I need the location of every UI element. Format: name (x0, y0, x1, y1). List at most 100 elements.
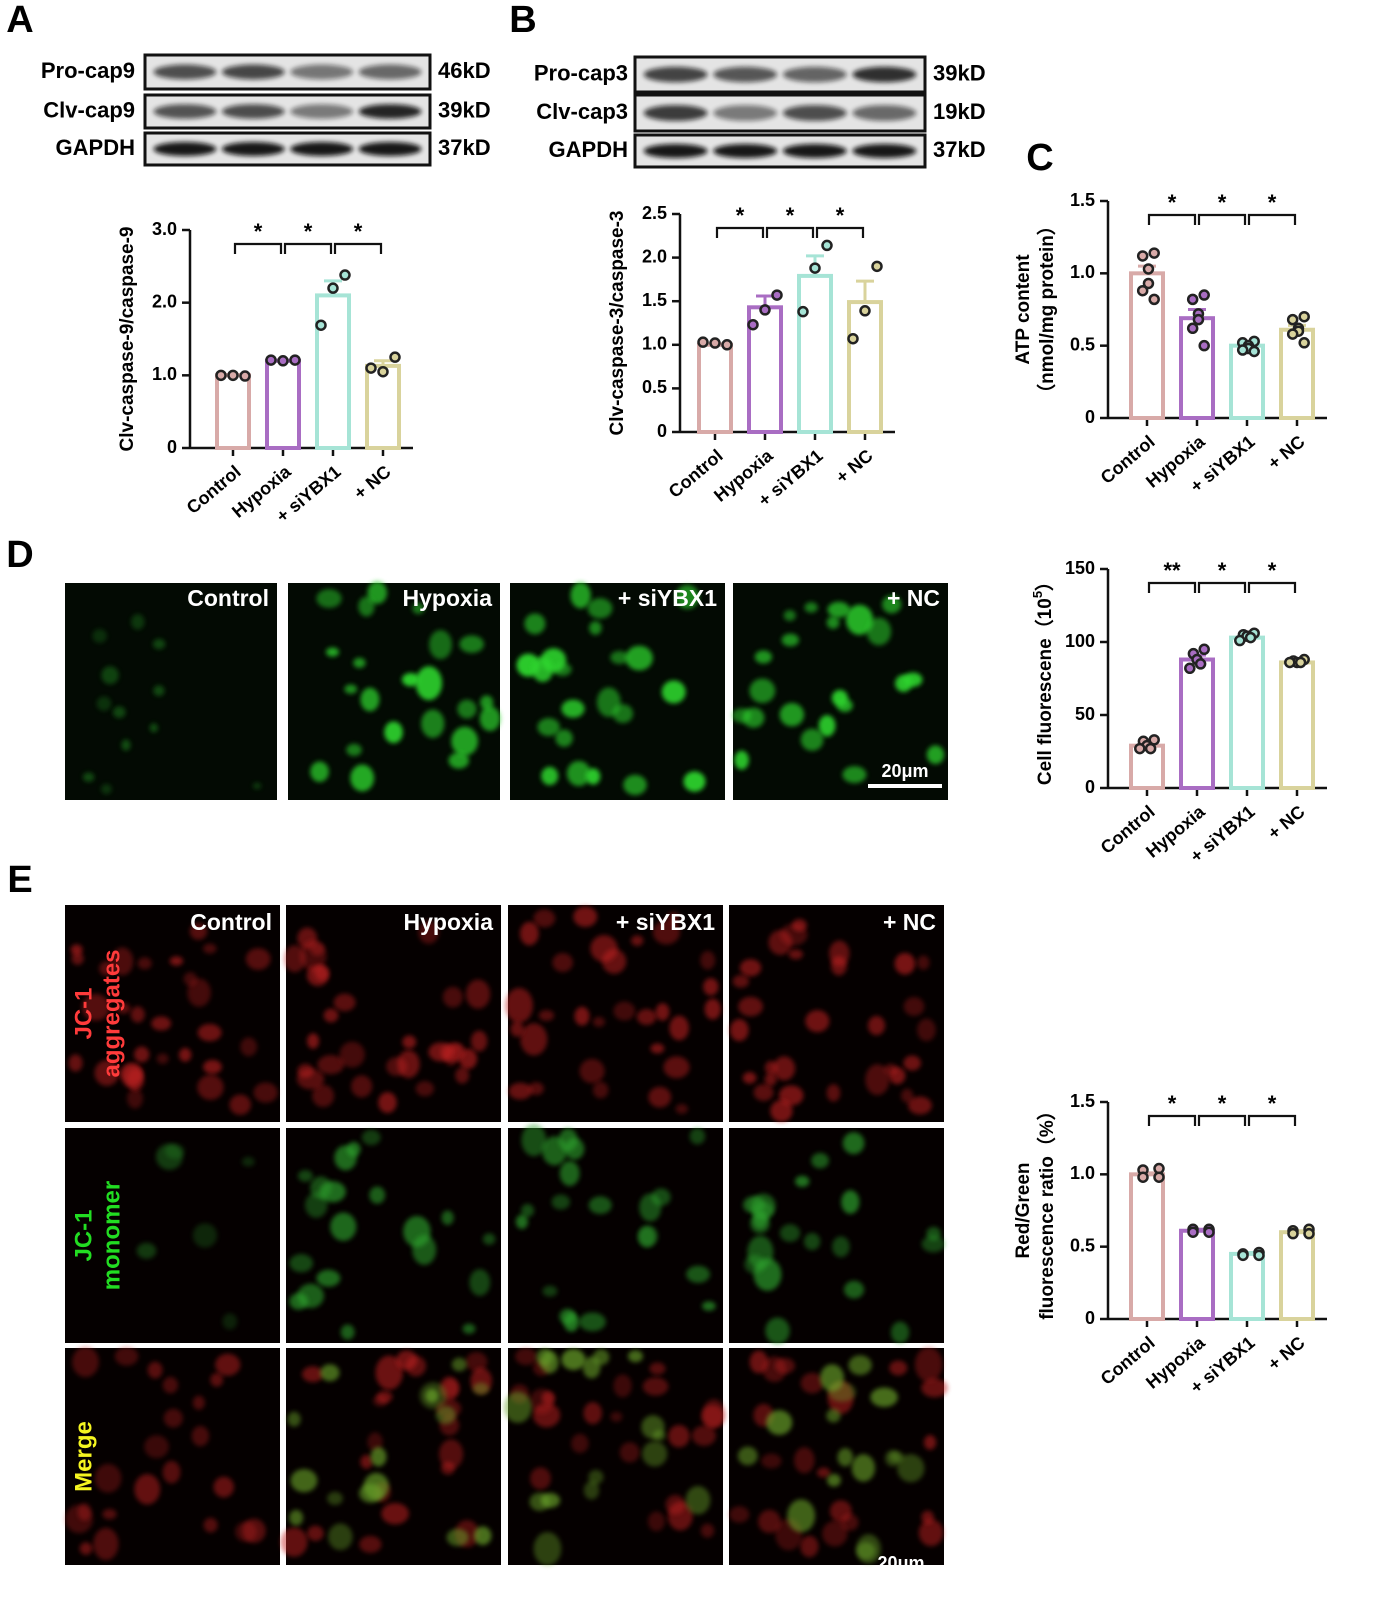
cell (229, 1094, 252, 1115)
image-label: Hypoxia (404, 909, 494, 935)
cell (310, 761, 329, 782)
cell (804, 602, 818, 613)
data-point (1203, 1226, 1215, 1238)
significance-bracket (715, 226, 765, 238)
cell (152, 638, 166, 650)
error-bar (374, 359, 392, 366)
cell (290, 1468, 318, 1493)
blot-band (852, 105, 917, 121)
cell (340, 1324, 355, 1340)
bar (1179, 1228, 1215, 1321)
cell (528, 1082, 544, 1096)
blot-band (221, 64, 285, 80)
y-tick-label: 50 (1075, 704, 1095, 724)
cell (843, 1280, 865, 1299)
cell (882, 595, 902, 614)
data-point (1187, 1226, 1199, 1238)
cell (415, 1081, 435, 1097)
data-point (227, 369, 239, 382)
bar (1179, 316, 1215, 420)
cell (856, 1534, 881, 1564)
blot-label: GAPDH (549, 137, 628, 162)
data-point (1186, 322, 1199, 335)
cell (137, 957, 152, 970)
x-tick-label: + NC (350, 461, 395, 503)
cell (729, 1506, 750, 1523)
y-tick-label: 0.5 (1070, 1235, 1095, 1255)
cell (316, 1269, 341, 1287)
cell (121, 739, 131, 751)
cell (396, 1350, 418, 1371)
data-point (1198, 289, 1210, 301)
bar (1129, 271, 1165, 421)
cell (287, 1411, 301, 1427)
fluorescence-image (510, 583, 725, 800)
cell (197, 1023, 222, 1042)
cell (339, 1041, 365, 1068)
cell (359, 1535, 382, 1553)
cell (479, 706, 501, 732)
image-label: + siYBX1 (618, 585, 717, 611)
cell (401, 672, 420, 687)
blot-band (153, 141, 217, 157)
bar (215, 373, 251, 451)
blot-band (852, 66, 917, 83)
cell (353, 657, 366, 668)
cell (524, 613, 546, 635)
cell (865, 1064, 890, 1096)
y-axis-label-text: Cell fluorescene（10 (1033, 598, 1056, 785)
y-tick-label: 2.0 (642, 246, 667, 266)
cell (788, 949, 804, 960)
significance-label: * (1268, 558, 1277, 583)
data-point (1298, 337, 1310, 349)
cell (779, 702, 805, 727)
data-point (1236, 344, 1249, 356)
y-tick-label: 0.5 (1070, 334, 1095, 354)
cell (163, 1408, 183, 1428)
cell (451, 726, 479, 756)
y-tick-label: 0.5 (642, 377, 667, 397)
cell (378, 1091, 397, 1114)
cell (587, 598, 613, 619)
cell (770, 1099, 793, 1122)
cell (822, 1520, 848, 1547)
cell (323, 1008, 339, 1023)
blot-band (782, 143, 847, 159)
image-label: Hypoxia (403, 585, 493, 611)
jc1-image (508, 1128, 723, 1343)
cell (131, 614, 145, 630)
cell (818, 715, 836, 737)
scale-bar-label: 20μm (877, 1553, 924, 1573)
cell (773, 1056, 796, 1081)
blot-band (643, 66, 708, 83)
y-tick-label: 0 (657, 421, 667, 441)
blot-band (643, 105, 708, 121)
panel-letter: C (1026, 137, 1053, 179)
cell (541, 766, 559, 786)
cell (921, 1235, 945, 1253)
blot-band (713, 143, 778, 159)
cell (346, 1141, 361, 1157)
cell (344, 684, 358, 694)
y-tick-label: 3.0 (152, 219, 177, 239)
cell (189, 922, 208, 940)
cell (829, 940, 850, 967)
data-point (1144, 742, 1157, 755)
y-tick-label: 0 (1085, 1308, 1095, 1328)
cell (96, 696, 112, 711)
cell (561, 699, 585, 718)
bar (1179, 657, 1215, 791)
blot-size: 19kD (933, 99, 986, 124)
data-point (1194, 658, 1207, 670)
data-point (697, 336, 709, 348)
data-point (1286, 328, 1299, 340)
cell (469, 1269, 491, 1296)
cell (130, 1006, 145, 1023)
cell (289, 1254, 314, 1273)
cell (384, 721, 403, 744)
y-tick-label: 0 (1085, 407, 1095, 427)
data-point (289, 354, 301, 366)
y-tick-label: 1.0 (1070, 262, 1095, 282)
data-point (1148, 293, 1160, 306)
